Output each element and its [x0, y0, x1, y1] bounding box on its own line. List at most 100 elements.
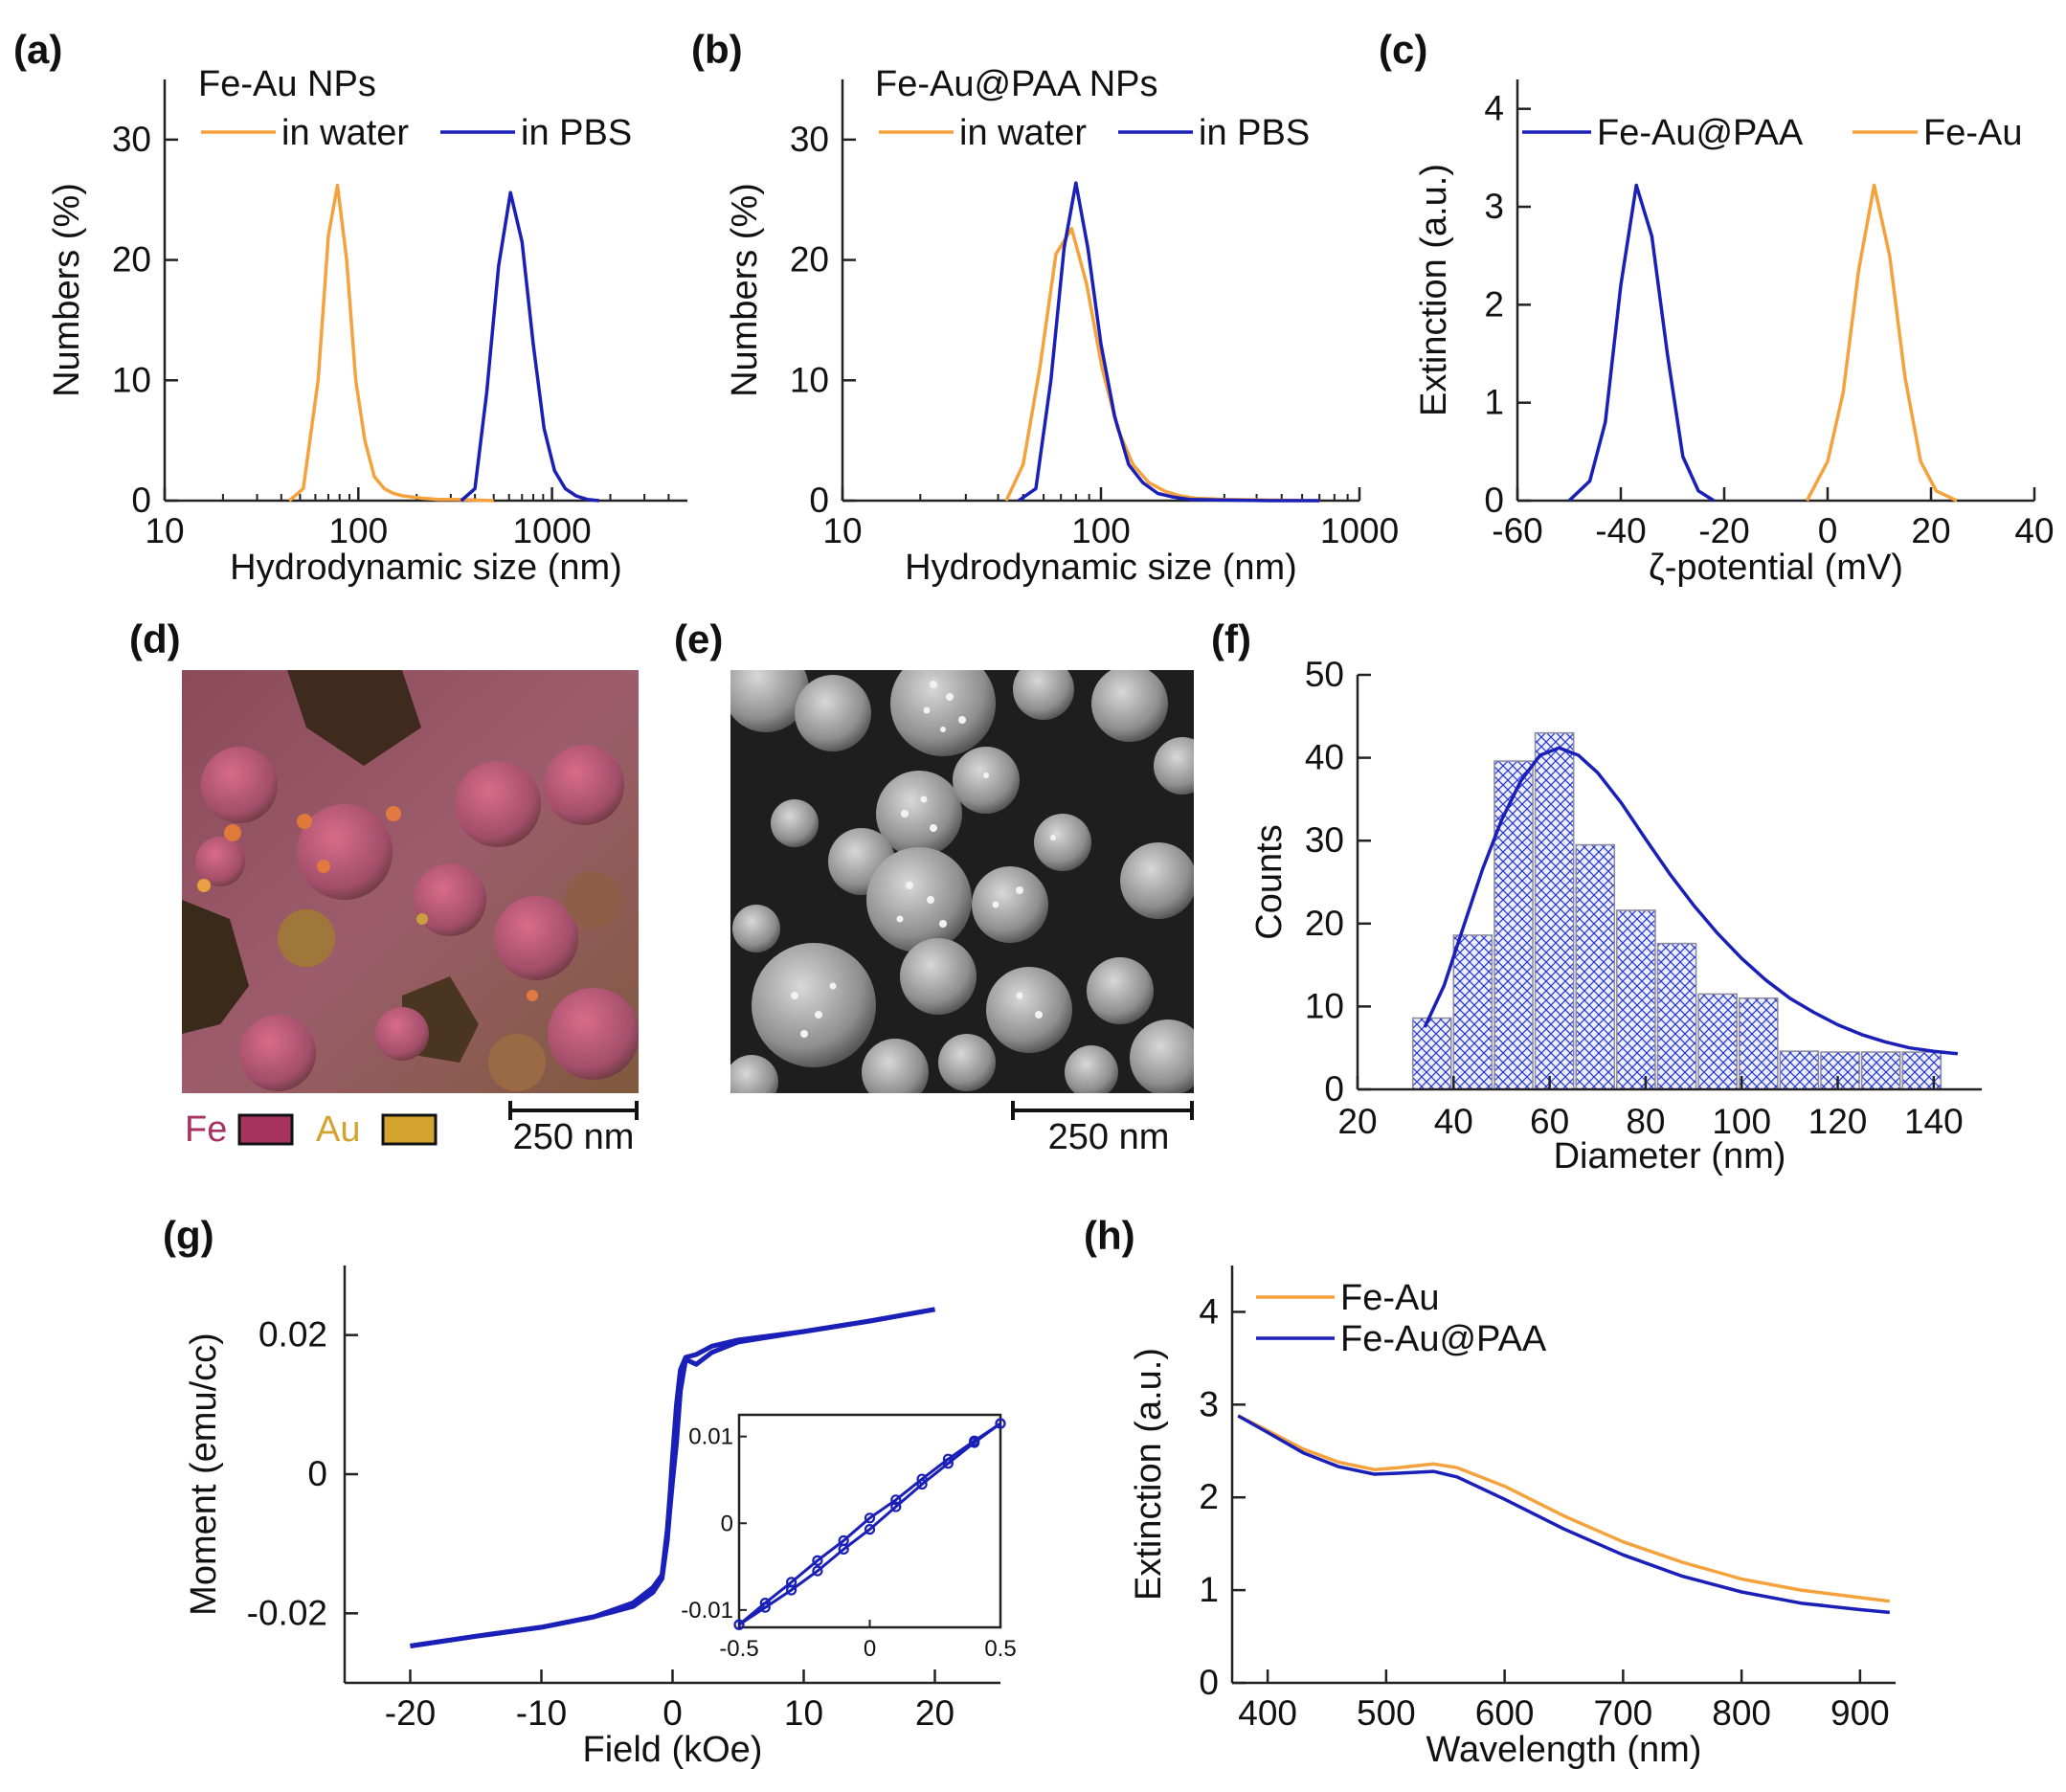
chart-title: Fe-Au@PAA NPs — [875, 64, 1158, 104]
x-axis-title: Hydrodynamic size (nm) — [905, 548, 1297, 588]
x-tick-label: 1000 — [512, 511, 591, 550]
inset-data-point — [890, 1501, 902, 1512]
y-tick-label: 10 — [112, 360, 151, 399]
histogram-bar — [1575, 843, 1616, 1090]
panel-label-c: (c) — [1379, 27, 1427, 72]
x-tick-label: 600 — [1475, 1693, 1535, 1733]
inset-y-tick-label: -0.01 — [681, 1598, 733, 1624]
histogram-bar — [1452, 934, 1493, 1090]
legend-fe-au-paa-label: Fe-Au@PAA — [1597, 113, 1804, 153]
x-tick-label: 10 — [822, 511, 862, 550]
x-tick-label: 80 — [1626, 1102, 1665, 1141]
series-fe-au-paa-line — [1567, 183, 1716, 503]
y-tick-label: 3 — [1199, 1384, 1219, 1423]
histogram-bar — [1860, 1051, 1901, 1090]
x-tick-label: 100 — [1071, 511, 1131, 550]
x-tick-label: 20 — [915, 1693, 954, 1733]
x-axis-title: Hydrodynamic size (nm) — [230, 548, 622, 588]
y-tick-label: 2 — [1484, 284, 1504, 324]
chart-c-zeta-potential: -60 -40 -20 0 20 40 0 1 2 3 4 ζ-potential (mV) Extin… — [1414, 79, 2055, 588]
series-fe-au-line — [1805, 183, 1958, 503]
y-tick-label: 0 — [1199, 1663, 1219, 1702]
panel-label-b: (b) — [691, 27, 743, 72]
inset-data-point — [785, 1584, 797, 1596]
y-tick-label: 30 — [112, 120, 151, 159]
x-tick-label: 20 — [1911, 511, 1950, 550]
legend-in-pbs-label: in PBS — [521, 113, 632, 153]
x-tick-label: 20 — [1337, 1102, 1377, 1141]
y-axis-title: Numbers (%) — [47, 183, 87, 397]
inset-data-point — [759, 1602, 771, 1613]
series-in-pbs-line — [1017, 181, 1320, 503]
chart-g-hysteresis-loop: -20 -10 0 10 20 -0.02 0 0.02 Field (kOe) Moment (… — [184, 1266, 1017, 1770]
histogram-bar — [1779, 1050, 1820, 1090]
legend-in-water-label: in water — [959, 113, 1087, 153]
inset-hysteresis-ascending-line — [738, 1422, 1001, 1626]
y-tick-label: 0 — [1324, 1069, 1344, 1109]
series-in-water-line — [288, 183, 494, 503]
lognormal-fit-line — [1423, 746, 1959, 1056]
y-axis-title: Extinction (a.u.) — [1129, 1348, 1169, 1601]
panel-label-f: (f) — [1211, 616, 1251, 661]
chart-h-extinction-spectra: 400 500 600 700 800 900 0 1 2 3 4 Wavelength (nm) Ex… — [1129, 1266, 1896, 1770]
series-in-pbs-line — [460, 190, 599, 503]
inset-data-point — [995, 1418, 1006, 1429]
y-tick-label: 40 — [1305, 738, 1344, 777]
histogram-bar — [1820, 1051, 1860, 1090]
chart-f-size-histogram: 20 40 60 80 100 120 140 0 10 20 30 40 50 Diameter (nm… — [1249, 655, 1982, 1176]
y-tick-label: 0.02 — [258, 1315, 327, 1355]
histogram-bar — [1616, 909, 1656, 1090]
histogram-bar — [1493, 760, 1534, 1090]
y-tick-label: 0 — [307, 1454, 327, 1493]
y-tick-label: -0.02 — [247, 1593, 327, 1632]
y-axis-title: Extinction (a.u.) — [1414, 164, 1454, 416]
inset-data-point — [864, 1512, 876, 1524]
x-tick-label: 140 — [1904, 1102, 1964, 1141]
panel-label-d: (d) — [129, 616, 181, 661]
y-tick-label: 20 — [790, 240, 829, 280]
x-axis-title: Field (kOe) — [583, 1730, 763, 1770]
legend-fe-swatch — [237, 1113, 294, 1146]
x-tick-label: 700 — [1594, 1693, 1653, 1733]
series-fe-au-line — [1237, 1414, 1891, 1603]
scale-bar-e-label: 250 nm — [1048, 1117, 1170, 1157]
eds-map-image — [182, 670, 639, 1093]
histogram-bar — [1411, 1017, 1452, 1090]
legend-fe-au-label: Fe-Au — [1340, 1278, 1439, 1318]
y-tick-label: 0 — [1484, 481, 1504, 520]
x-tick-label: 40 — [2014, 511, 2054, 550]
inset-data-point — [916, 1478, 928, 1490]
x-tick-label: 900 — [1830, 1693, 1890, 1733]
x-tick-label: 500 — [1357, 1693, 1416, 1733]
scale-bar-e — [1011, 1101, 1194, 1120]
x-axis-title: ζ-potential (mV) — [1649, 548, 1903, 588]
inset-data-point — [838, 1543, 849, 1556]
histogram-bar — [1901, 1051, 1942, 1090]
y-axis-title: Numbers (%) — [725, 183, 765, 397]
legend-fe-label: Fe — [185, 1109, 227, 1150]
y-tick-label: 0 — [131, 481, 151, 520]
y-tick-label: 20 — [1305, 904, 1344, 943]
panel-label-h: (h) — [1084, 1213, 1135, 1258]
inset-x-tick-label: 0 — [864, 1636, 876, 1662]
inset-x-tick-label: -0.5 — [719, 1636, 758, 1662]
x-tick-label: 0 — [1818, 511, 1838, 550]
inset-data-point — [733, 1619, 745, 1630]
inset-plot: -0.5 0 0.5 -0.01 0 0.01 — [681, 1413, 1017, 1662]
y-tick-label: 2 — [1199, 1477, 1219, 1516]
histogram-bar — [1534, 731, 1575, 1090]
inset-data-point — [812, 1565, 823, 1577]
x-tick-label: -20 — [1698, 511, 1749, 550]
x-tick-label: 60 — [1530, 1102, 1569, 1141]
y-tick-label: 4 — [1484, 89, 1504, 128]
y-tick-label: 10 — [1305, 986, 1344, 1025]
hysteresis-ascending-line — [410, 1307, 935, 1648]
y-tick-label: 50 — [1305, 655, 1344, 694]
inset-frame — [737, 1413, 1002, 1629]
inset-data-point — [890, 1494, 902, 1506]
y-tick-label: 10 — [790, 360, 829, 399]
x-tick-label: 120 — [1808, 1102, 1868, 1141]
x-tick-label: 10 — [784, 1693, 823, 1733]
